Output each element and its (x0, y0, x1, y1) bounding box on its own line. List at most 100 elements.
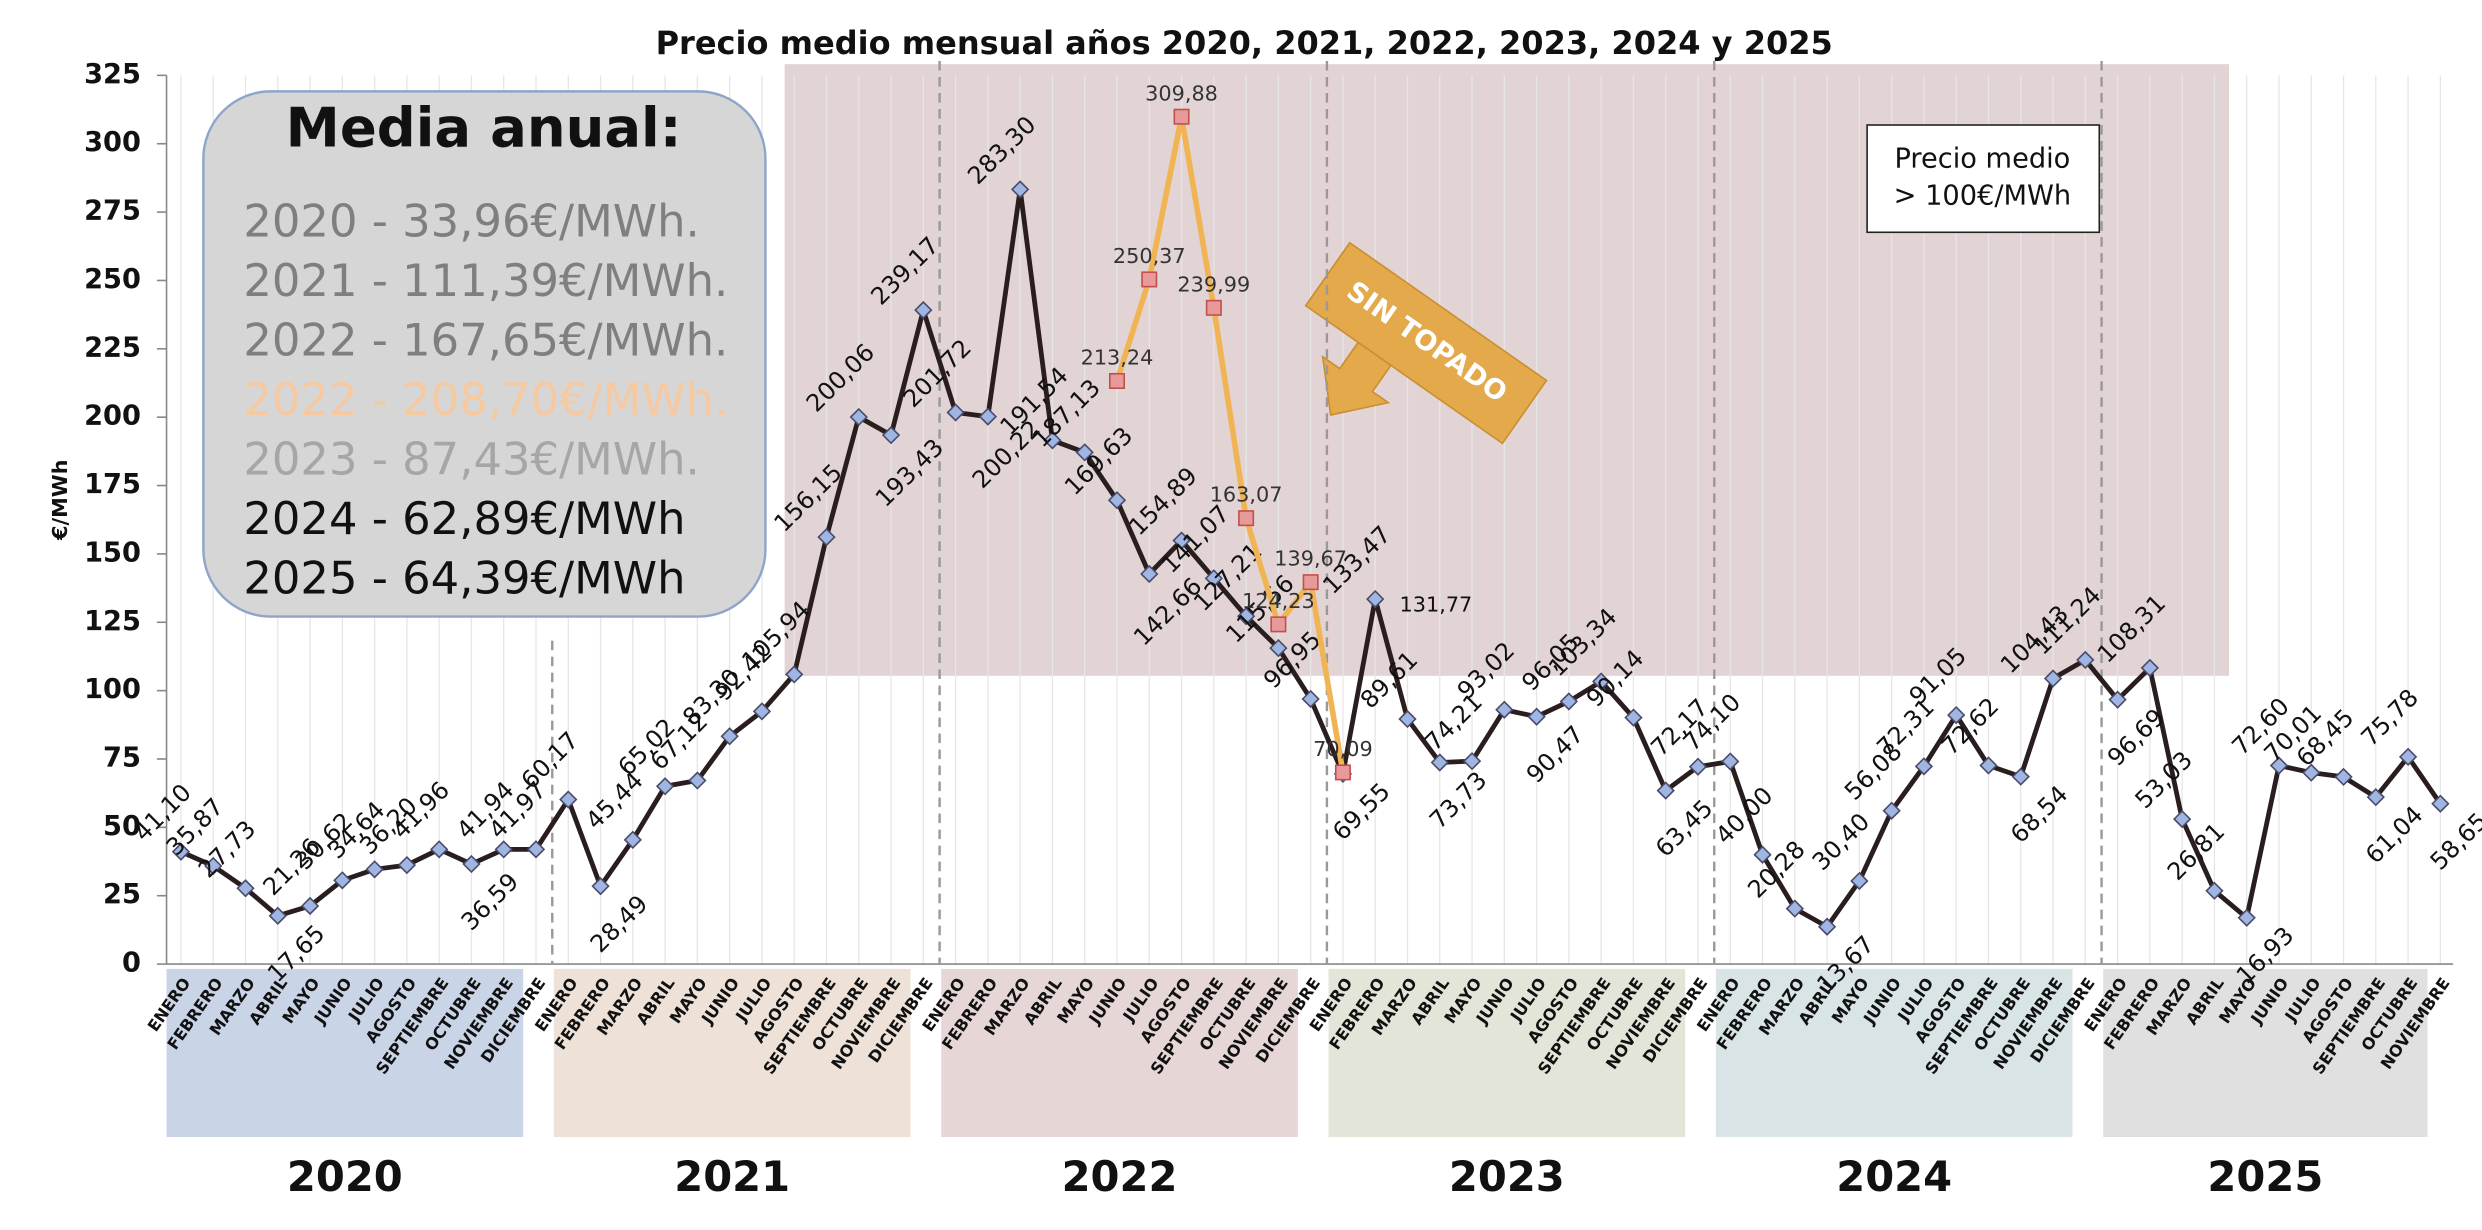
note-bg (1866, 124, 2101, 234)
y-axis-label: €/MWh (48, 459, 72, 541)
y-tick-label: 175 (84, 469, 141, 500)
marker (2269, 756, 2289, 775)
year-label: 2024 (1836, 1152, 1952, 1201)
marker (1430, 753, 1449, 772)
marker (1043, 431, 1062, 450)
marker (2431, 794, 2450, 813)
year-band (2103, 968, 2428, 1138)
marker (720, 727, 739, 746)
marker (462, 854, 481, 874)
data-label: 213,24 (1081, 346, 1154, 370)
marker (1205, 299, 1222, 316)
y-tick-label: 150 (84, 537, 141, 568)
marker (1334, 764, 1351, 781)
data-label: 72,62 (1936, 692, 2004, 760)
marker (785, 665, 804, 684)
marker (268, 906, 287, 925)
year-band (941, 968, 1298, 1138)
data-label: 73,73 (1424, 766, 1492, 834)
note-line: Precio medio (1894, 144, 2070, 175)
marker (526, 840, 546, 859)
marker (1721, 752, 1740, 771)
note-line: > 100€/MWh (1894, 181, 2072, 212)
banner-arrow (1321, 341, 1393, 417)
data-label: 69,55 (1327, 777, 1395, 845)
marker (946, 403, 965, 422)
y-tick-label: 0 (122, 948, 141, 979)
y-tick-label: 50 (103, 811, 141, 842)
data-label: 40,00 (1710, 781, 1778, 849)
marker (2076, 650, 2095, 670)
media-line: 2025 - 64,39€/MWh (243, 552, 685, 605)
marker (2043, 669, 2063, 688)
marker (1107, 491, 1127, 510)
marker (300, 896, 320, 916)
marker (1108, 372, 1125, 389)
year-label: 2023 (1449, 1152, 1565, 1201)
marker (1882, 801, 1901, 820)
data-label: 70,09 (1313, 737, 1373, 761)
marker (430, 840, 449, 859)
marker (2237, 908, 2256, 927)
marker (817, 527, 836, 547)
media-box: Media anual: 2020 - 33,96€/MWh. 2021 - 111… (202, 90, 767, 618)
marker (752, 702, 772, 721)
data-label: 163,07 (1210, 483, 1283, 507)
marker (623, 830, 642, 849)
marker (1238, 510, 1255, 527)
marker (2140, 658, 2160, 678)
marker (1301, 689, 1320, 709)
marker (1172, 531, 1191, 550)
marker (1302, 574, 1319, 591)
marker (2334, 767, 2353, 787)
media-line: 2023 - 87,43€/MWh. (243, 433, 699, 486)
marker (1559, 692, 1579, 711)
marker (1141, 271, 1158, 288)
marker (688, 771, 707, 790)
marker (978, 407, 998, 426)
marker (1527, 707, 1546, 726)
media-line: 2021 - 111,39€/MWh. (243, 254, 728, 307)
year-band (166, 968, 524, 1138)
marker (1979, 756, 1998, 775)
data-label: 68,54 (2005, 780, 2073, 848)
marker (494, 840, 513, 859)
data-label: 58,65 (2425, 807, 2482, 875)
marker (171, 842, 191, 861)
marker (1140, 564, 1159, 584)
data-label: 309,88 (1145, 81, 1218, 105)
data-label: 250,37 (1113, 244, 1186, 268)
note-box: Precio medio > 100€/MWh (1866, 124, 2101, 234)
data-label: 63,45 (1650, 794, 1718, 862)
marker (1173, 108, 1190, 125)
chart-title: Precio medio mensual años 2020, 2021, 20… (656, 24, 1833, 62)
y-tick-label: 300 (84, 127, 141, 158)
y-tick-label: 325 (84, 59, 141, 90)
y-tick-label: 75 (103, 742, 141, 773)
marker (1236, 607, 1256, 626)
marker (204, 856, 223, 876)
media-box-bg (202, 90, 767, 618)
marker (881, 426, 901, 445)
data-label: 36,59 (456, 868, 524, 936)
marker (1624, 708, 1643, 727)
marker (1269, 638, 1288, 658)
marker (849, 407, 868, 427)
marker (236, 879, 255, 898)
media-line: 2022 - 167,65€/MWh. (243, 313, 728, 366)
annotation: 131,77 (1400, 592, 1473, 616)
marker (2366, 788, 2385, 807)
data-label: 90,47 (1521, 720, 1589, 788)
marker (2398, 747, 2418, 766)
marker (1011, 180, 1030, 199)
marker (1462, 752, 1482, 771)
y-tick-label: 25 (103, 879, 141, 910)
marker (2205, 881, 2224, 900)
year-label: 2021 (674, 1152, 790, 1201)
data-label: 45,44 (580, 766, 648, 834)
data-label: 60,17 (516, 726, 584, 794)
media-line: 2022 - 208,70€/MWh. (243, 373, 728, 426)
marker (1688, 757, 1708, 776)
data-label: 20,28 (1742, 835, 1810, 903)
y-tick-label: 125 (84, 606, 141, 637)
